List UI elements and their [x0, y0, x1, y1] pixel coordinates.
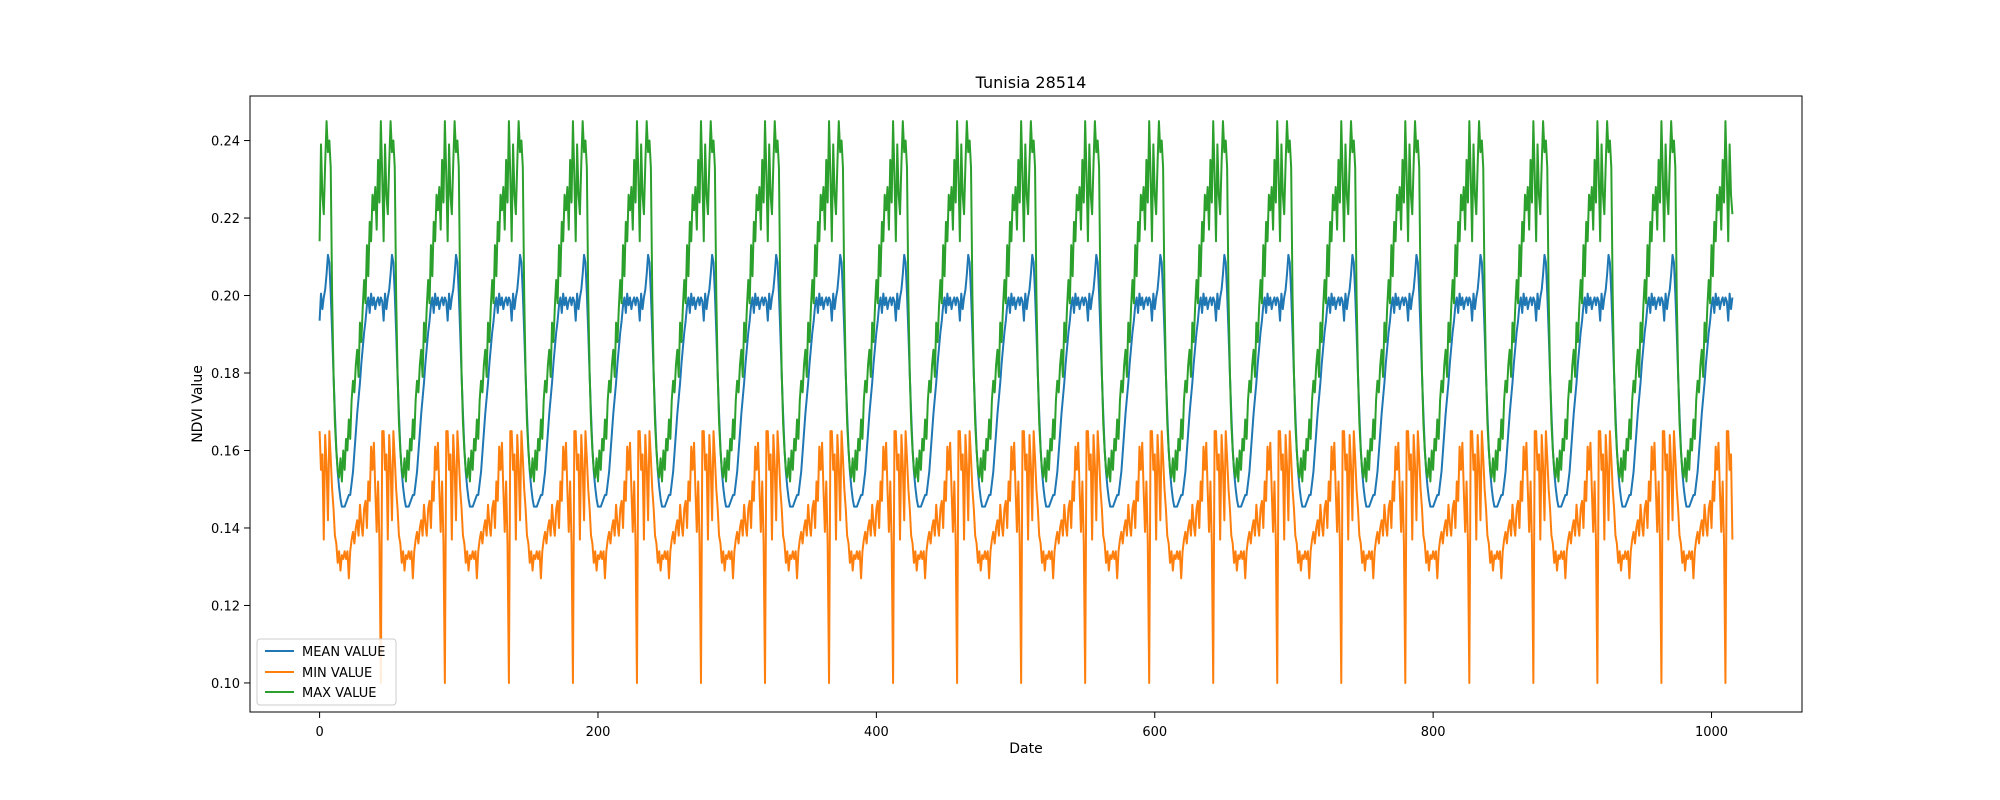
chart-title: Tunisia 28514 [975, 73, 1087, 92]
plot-lines [318, 120, 1734, 684]
legend: MEAN VALUE MIN VALUE MAX VALUE [256, 638, 397, 706]
x-axis-ticks: 0 200 400 600 800 1000 [315, 712, 1728, 740]
x-tick-label: 600 [1142, 725, 1167, 740]
legend-mean-label: MEAN VALUE [302, 645, 385, 660]
max-value-line [318, 120, 1734, 483]
mean-value-line [318, 253, 1734, 508]
y-axis-ticks: 0.10 0.12 0.14 0.16 0.18 0.20 0.22 0.24 [211, 135, 250, 692]
legend-min-label: MIN VALUE [302, 666, 372, 681]
legend-max-label: MAX VALUE [302, 686, 376, 701]
y-tick-label: 0.22 [211, 212, 240, 227]
y-tick-label: 0.16 [211, 444, 240, 459]
y-tick-label: 0.20 [211, 290, 240, 305]
y-tick-label: 0.12 [211, 599, 240, 614]
plot-area-frame [249, 95, 1803, 713]
legend-box [256, 638, 397, 706]
min-value-line [318, 430, 1734, 684]
x-tick-label: 400 [864, 725, 889, 740]
x-axis-label: Date [1009, 741, 1042, 757]
x-tick-label: 800 [1421, 725, 1446, 740]
y-tick-label: 0.10 [211, 677, 240, 692]
x-tick-label: 1000 [1695, 725, 1728, 740]
y-tick-label: 0.24 [211, 135, 240, 150]
y-tick-label: 0.14 [211, 522, 240, 537]
x-tick-label: 200 [586, 725, 611, 740]
x-tick-label: 0 [315, 725, 323, 740]
y-axis-label: NDVI Value [190, 365, 206, 443]
y-tick-label: 0.18 [211, 367, 240, 382]
